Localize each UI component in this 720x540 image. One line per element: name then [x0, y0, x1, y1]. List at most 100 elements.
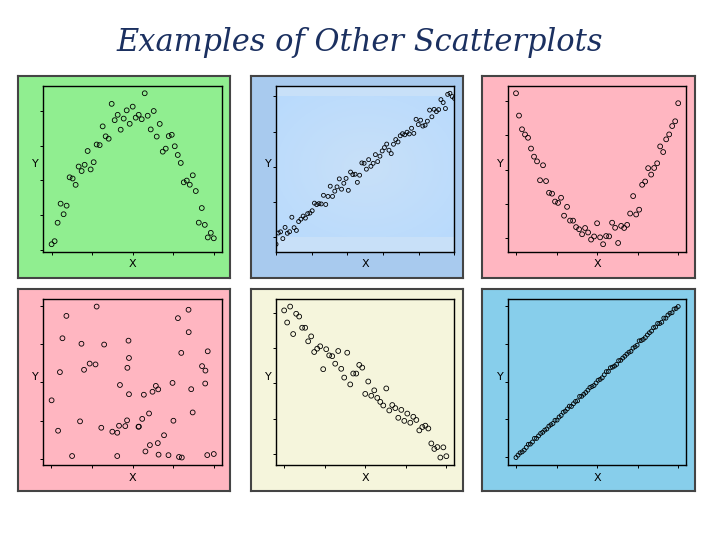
Point	[73, 162, 84, 171]
Point	[82, 147, 94, 156]
Point	[176, 349, 187, 357]
Point	[61, 201, 73, 210]
Point	[562, 404, 573, 413]
Point	[582, 228, 594, 237]
Point	[417, 122, 428, 130]
Point	[152, 439, 163, 448]
Point	[343, 186, 354, 194]
Point	[518, 446, 530, 454]
Point	[559, 407, 571, 415]
Point	[555, 193, 567, 202]
Point	[330, 359, 341, 368]
Point	[510, 453, 522, 462]
Point	[379, 143, 390, 152]
Point	[174, 453, 185, 461]
Point	[525, 440, 536, 448]
Point	[354, 361, 365, 369]
Point	[558, 211, 570, 220]
Point	[91, 302, 102, 311]
Point	[654, 142, 666, 151]
X-axis label: X: X	[593, 259, 601, 269]
Point	[53, 427, 64, 435]
Point	[636, 336, 647, 345]
Point	[315, 342, 326, 350]
Point	[600, 232, 612, 240]
Point	[318, 191, 329, 200]
Point	[562, 202, 573, 211]
Point	[166, 131, 178, 139]
Point	[603, 367, 614, 376]
Point	[600, 367, 612, 376]
Point	[148, 107, 160, 116]
Point	[510, 89, 522, 98]
Point	[438, 443, 449, 451]
Point	[74, 417, 86, 426]
Y-axis label: Y: Y	[497, 372, 503, 382]
Point	[522, 133, 534, 142]
Point	[609, 224, 621, 232]
Point	[133, 422, 145, 431]
Point	[625, 347, 636, 356]
Point	[596, 374, 608, 382]
Point	[424, 106, 436, 114]
Point	[554, 413, 565, 421]
Point	[90, 360, 102, 369]
Point	[187, 408, 199, 417]
Point	[153, 450, 164, 459]
Point	[88, 158, 99, 166]
Point	[365, 162, 377, 171]
Point	[663, 130, 675, 139]
X-axis label: X: X	[129, 472, 137, 483]
Point	[566, 402, 577, 411]
Point	[606, 218, 618, 227]
Point	[660, 314, 672, 322]
Point	[139, 89, 150, 98]
Point	[619, 352, 631, 361]
Point	[408, 413, 419, 421]
Point	[118, 114, 130, 123]
Point	[582, 386, 593, 395]
Text: Examples of Other Scatterplots: Examples of Other Scatterplots	[117, 27, 603, 58]
Point	[667, 122, 678, 130]
Point	[121, 106, 132, 114]
Point	[631, 341, 643, 349]
Point	[665, 309, 676, 318]
Point	[442, 90, 454, 99]
X-axis label: X: X	[593, 472, 601, 483]
Point	[202, 233, 214, 242]
Point	[199, 220, 210, 229]
X-axis label: X: X	[361, 472, 369, 483]
Point	[122, 336, 134, 345]
Point	[405, 418, 416, 427]
Point	[279, 223, 291, 232]
Point	[157, 147, 168, 156]
Point	[621, 220, 633, 229]
Point	[609, 362, 621, 370]
Point	[644, 328, 655, 337]
Point	[168, 416, 179, 425]
Point	[187, 171, 199, 180]
Point	[366, 392, 377, 400]
Point	[535, 429, 546, 438]
Point	[660, 135, 672, 144]
Point	[300, 214, 311, 222]
Point	[140, 447, 151, 456]
Point	[652, 319, 663, 328]
Point	[302, 337, 314, 346]
Point	[545, 421, 557, 429]
Point	[361, 165, 372, 173]
Point	[326, 352, 338, 361]
Point	[315, 200, 327, 208]
Point	[291, 226, 302, 235]
Point	[523, 440, 534, 449]
Point	[356, 159, 368, 167]
Point	[308, 348, 320, 356]
Point	[616, 221, 627, 230]
Point	[327, 192, 338, 201]
Point	[142, 111, 153, 120]
Point	[637, 335, 649, 343]
Point	[311, 200, 323, 209]
Point	[594, 233, 606, 242]
Point	[172, 314, 184, 322]
Point	[388, 140, 400, 149]
